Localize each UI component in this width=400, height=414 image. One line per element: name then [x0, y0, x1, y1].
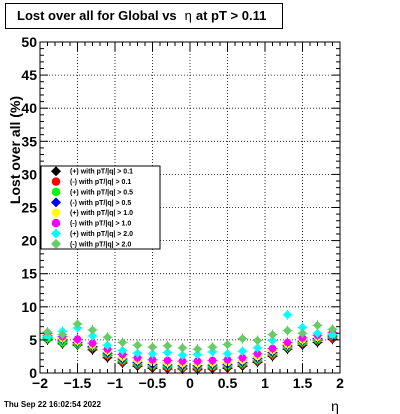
data-point [313, 328, 322, 338]
data-point [58, 330, 67, 340]
legend-marker [51, 228, 61, 239]
y-tick-label: 30 [21, 166, 37, 182]
title-prefix: Lost over all for Global vs [17, 8, 177, 23]
data-point [283, 310, 292, 320]
x-tick-label: 0.5 [218, 375, 238, 391]
data-point [103, 340, 112, 350]
x-axis-label: η [331, 398, 339, 414]
data-point [238, 346, 247, 356]
data-point [148, 355, 157, 364]
data-point [163, 356, 172, 365]
data-point [178, 357, 187, 365]
x-tick-label: −1 [107, 375, 123, 391]
title-suffix: at pT > 0.11 [195, 8, 267, 23]
y-tick-label: 0 [29, 365, 37, 381]
data-point [118, 338, 127, 348]
data-point [88, 339, 97, 348]
y-tick-label: 45 [21, 67, 37, 83]
data-point [313, 320, 322, 330]
y-tick-label: 35 [21, 133, 37, 149]
data-point [223, 349, 232, 359]
legend-marker [51, 218, 61, 228]
data-point [163, 341, 172, 351]
data-point [298, 322, 307, 332]
x-tick-label: 1 [261, 375, 269, 391]
x-tick-label: 2 [336, 375, 344, 391]
data-point [193, 344, 202, 354]
x-tick-label: −2 [32, 375, 48, 391]
data-point [208, 356, 217, 365]
y-tick-label: 20 [21, 233, 37, 249]
data-point [193, 349, 202, 359]
legend-marker [51, 166, 61, 177]
y-tick-label: 5 [29, 332, 37, 348]
data-point [253, 343, 262, 353]
title-eta-symbol: η [184, 8, 192, 23]
data-point [73, 335, 82, 344]
y-tick-label: 25 [21, 200, 37, 216]
data-point [133, 348, 142, 358]
data-point [283, 326, 292, 336]
legend-label: (+) with pT/|q| > 0.5 [70, 189, 133, 196]
x-tick-label: −1.5 [64, 375, 92, 391]
data-point [253, 349, 262, 358]
data-point [148, 349, 157, 359]
legend-box [40, 165, 161, 250]
data-point [208, 342, 217, 352]
legend-label: (+) with pT/|q| > 0.1 [70, 169, 133, 176]
series-group [42, 329, 338, 369]
data-point [193, 357, 202, 365]
legend-marker [51, 187, 61, 197]
y-tick-label: 50 [21, 34, 37, 50]
data-point [328, 330, 337, 340]
data-point [118, 345, 127, 355]
legend-label: (-) with pT/|q| > 1.0 [70, 221, 131, 228]
legend-label: (-) with pT/|q| > 0.1 [70, 179, 131, 186]
x-tick-label: 1.5 [293, 375, 313, 391]
data-point [133, 340, 142, 350]
series-group [42, 309, 338, 361]
legend-marker [51, 238, 61, 249]
legend-marker [51, 208, 61, 217]
data-point [238, 353, 247, 362]
data-point [268, 336, 277, 346]
data-point [268, 344, 277, 353]
y-tick-label: 10 [21, 299, 37, 315]
data-point [178, 343, 187, 353]
data-point [298, 328, 307, 338]
data-point [253, 336, 262, 346]
data-point [43, 327, 52, 337]
data-point [238, 334, 247, 344]
data-point [73, 319, 82, 329]
data-point [88, 325, 97, 335]
data-point [283, 338, 292, 347]
legend: (+) with pT/|q| > 0.1 (-) with pT/|q| > 0… [40, 165, 161, 250]
chart-title: Lost over all for Global vs η at pT > 0.11 [5, 3, 283, 29]
data-point [88, 331, 97, 341]
data-point [223, 355, 232, 364]
legend-marker [51, 177, 61, 186]
data-point [178, 350, 187, 360]
axes: 0 5 10 15 20 25 30 35 40 45 50 −2 −1.5 −1 −0.5 0 0.5 1 1.5… [21, 34, 344, 391]
data-point [328, 324, 337, 334]
data-point [268, 330, 277, 340]
data-point [148, 342, 157, 352]
timestamp: Thu Sep 22 16:02:54 2022 [4, 400, 101, 409]
data-point [103, 332, 112, 342]
y-axis-label: Lost over all (%) [7, 96, 23, 204]
series-group [42, 319, 338, 355]
legend-marker [51, 197, 61, 208]
x-tick-label: 0 [186, 375, 194, 391]
legend-label: (+) with pT/|q| > 2.0 [70, 231, 133, 238]
legend-label: (+) with pT/|q| > 1.0 [70, 210, 133, 217]
legend-label: (-) with pT/|q| > 0.5 [70, 200, 131, 207]
legend-label: (-) with pT/|q| > 2.0 [70, 241, 131, 248]
y-tick-label: 40 [21, 100, 37, 116]
data-point [223, 340, 232, 350]
x-tick-label: −0.5 [139, 375, 167, 391]
data-point [163, 347, 172, 357]
data-series [42, 309, 338, 375]
y-tick-label: 15 [21, 266, 37, 282]
